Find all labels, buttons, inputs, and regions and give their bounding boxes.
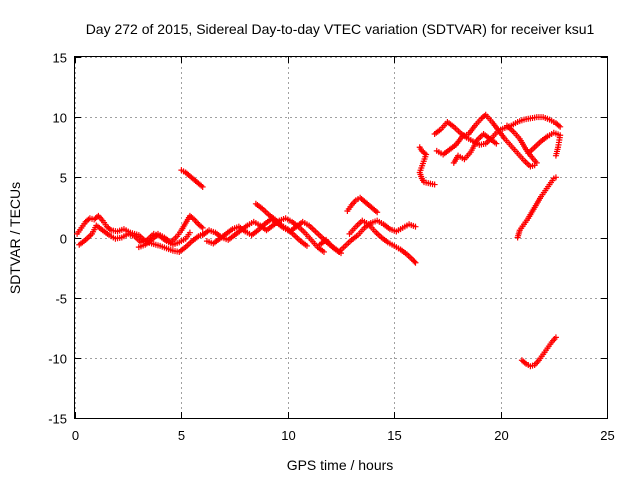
y-tick-label: -15 <box>48 412 67 427</box>
y-tick-label: 15 <box>53 51 67 66</box>
x-tick-label: 0 <box>72 428 79 443</box>
data-points <box>74 111 564 370</box>
data-point <box>552 174 559 181</box>
data-point <box>303 242 310 249</box>
y-tick-label: -5 <box>55 292 67 307</box>
series-trace-16h <box>416 144 438 188</box>
y-tick-label: -10 <box>48 352 67 367</box>
series-trace-late-1 <box>316 217 419 255</box>
series-trace-low <box>518 334 559 370</box>
chart-title: Day 272 of 2015, Sidereal Day-to-day VTE… <box>86 21 595 37</box>
x-tick-label: 5 <box>178 428 185 443</box>
x-tick-label: 10 <box>281 428 295 443</box>
data-point <box>412 259 419 266</box>
series-trace-late-3 <box>346 217 419 266</box>
series-trace-late-2 <box>344 194 381 216</box>
data-point <box>552 152 559 159</box>
data-point <box>557 123 564 130</box>
data-point <box>411 258 418 265</box>
series-trace-early-2 <box>76 222 193 248</box>
x-tick-labels: 0 5 10 15 20 25 <box>72 428 615 443</box>
series-trace-17-20h-2 <box>433 111 538 170</box>
y-axis-label: SDTVAR / TECUs <box>7 182 23 294</box>
series-trace-drop <box>514 174 559 241</box>
data-point <box>320 248 327 255</box>
data-point <box>493 140 500 147</box>
data-point <box>199 183 206 190</box>
y-tick-label: 5 <box>60 171 67 186</box>
y-tick-label: 0 <box>60 232 67 247</box>
plot-frame <box>74 56 608 419</box>
data-point <box>533 159 540 166</box>
series-trace-spike-5h <box>178 167 206 190</box>
data-point <box>374 209 381 216</box>
x-tick-label: 20 <box>494 428 508 443</box>
x-tick-label: 15 <box>387 428 401 443</box>
series-trace-mid-3 <box>252 200 310 249</box>
series-trace-early-3 <box>135 212 206 251</box>
tick-marks <box>75 57 608 419</box>
x-axis-label: GPS time / hours <box>287 457 394 473</box>
data-point <box>186 229 193 236</box>
y-tick-labels: 15 10 5 0 -5 -10 -15 <box>48 51 67 427</box>
x-tick-label: 25 <box>600 428 614 443</box>
series-trace-descend <box>503 122 540 166</box>
data-point <box>431 181 438 188</box>
data-point <box>199 224 206 231</box>
series-trace-17-20h-3 <box>450 131 500 166</box>
data-point <box>412 223 419 230</box>
y-tick-label: 10 <box>53 111 67 126</box>
data-point <box>552 334 559 341</box>
series-trace-mid-1 <box>199 215 327 255</box>
